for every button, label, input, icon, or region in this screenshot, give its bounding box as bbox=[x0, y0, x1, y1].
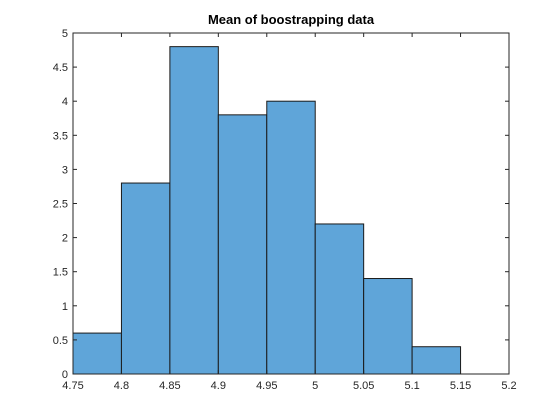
y-tick-label: 1 bbox=[62, 301, 68, 313]
y-tick-label: 3.5 bbox=[53, 130, 68, 142]
y-tick-label: 4.5 bbox=[53, 62, 68, 74]
x-tick-label: 4.9 bbox=[211, 380, 226, 392]
histogram-bar bbox=[411, 346, 462, 375]
y-tick-label: 3 bbox=[62, 164, 68, 176]
x-tick-label: 5.15 bbox=[450, 380, 471, 392]
y-tick-label: 0.5 bbox=[53, 335, 68, 347]
x-tick-label: 4.75 bbox=[62, 380, 83, 392]
x-tick-label: 4.95 bbox=[256, 380, 277, 392]
y-tick-label: 0 bbox=[62, 369, 68, 381]
y-axis-tick-labels: 0 0.5 1 1.5 2 2.5 3 3.5 4 4.5 5 bbox=[53, 28, 68, 381]
axis-ticks bbox=[72, 32, 510, 375]
x-tick-label: 5.05 bbox=[353, 380, 374, 392]
histogram-bar bbox=[169, 46, 219, 375]
y-tick-label: 2 bbox=[62, 233, 68, 245]
x-tick-label: 5 bbox=[312, 380, 318, 392]
histogram-bar bbox=[72, 332, 122, 375]
histogram-bars bbox=[72, 46, 462, 375]
y-tick-label: 2.5 bbox=[53, 199, 68, 211]
y-tick-label: 4 bbox=[62, 96, 68, 108]
x-tick-label: 5.1 bbox=[404, 380, 419, 392]
x-tick-label: 4.85 bbox=[159, 380, 180, 392]
x-axis-tick-labels: 4.75 4.8 4.85 4.9 4.95 5 5.05 5.1 5.15 5.2 bbox=[62, 380, 516, 392]
histogram-bar bbox=[120, 182, 171, 375]
histogram-bar bbox=[266, 100, 316, 375]
histogram-bar bbox=[217, 114, 268, 375]
histogram-bar bbox=[363, 278, 413, 375]
y-tick-label: 1.5 bbox=[53, 267, 68, 279]
chart-title: Mean of boostrapping data bbox=[208, 12, 375, 27]
histogram-bar bbox=[314, 223, 365, 375]
y-tick-label: 5 bbox=[62, 28, 68, 40]
x-tick-label: 5.2 bbox=[501, 380, 516, 392]
x-tick-label: 4.8 bbox=[114, 380, 129, 392]
